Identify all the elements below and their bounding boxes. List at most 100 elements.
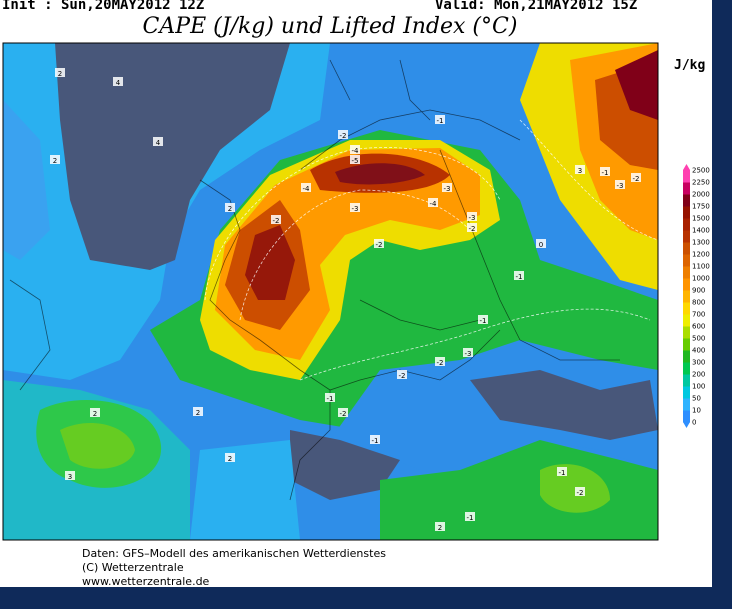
- li-contours: [204, 119, 658, 381]
- contour-label-bg: [514, 271, 524, 280]
- contour-label-bg: [350, 145, 360, 154]
- contour-label-bg: [338, 408, 348, 417]
- colorbar-label: 2250: [692, 179, 710, 187]
- colorbar-segment: [683, 194, 690, 207]
- contour-label: -3: [444, 185, 451, 193]
- colorbar-segment: [683, 362, 690, 375]
- contour-label-bg: [374, 239, 384, 248]
- colorbar-segment: [683, 266, 690, 279]
- contour-label-bg: [271, 215, 281, 224]
- footer-source: Daten: GFS–Modell des amerikanischen Wet…: [82, 547, 386, 560]
- contour-label: -4: [352, 147, 360, 155]
- colorbar-label: 2000: [692, 191, 710, 199]
- init-time: Init : Sun,20MAY2012 12Z: [2, 0, 205, 13]
- contour-label: 2: [53, 157, 57, 165]
- contour-label-bg: [478, 315, 488, 324]
- colorbar-segment: [683, 302, 690, 315]
- contour-label-bg: [301, 183, 311, 192]
- contour-label-bg: [50, 155, 60, 164]
- colorbar-label: 200: [692, 371, 705, 379]
- colorbar-segment: [683, 410, 690, 423]
- contour-label: -2: [437, 359, 444, 367]
- contour-label: -3: [617, 182, 624, 190]
- colorbar-label: 0: [692, 419, 696, 427]
- colorbar-segment: [683, 170, 690, 183]
- contour-label: 2: [93, 410, 97, 418]
- colorbar-segment: [683, 218, 690, 231]
- contour-label: -3: [469, 214, 476, 222]
- colorbar-segment: [683, 326, 690, 339]
- colorbar-segment: [683, 230, 690, 243]
- contour-labels: 2 4 4 2 2 -2 -4 -5 -4 -3 -2 -1 -3 -2 -4 -3 -2 -1 0 -1 -2 -3 -2…: [50, 68, 641, 532]
- contour-label-bg: [465, 512, 475, 521]
- colorbar-label: 400: [692, 347, 705, 355]
- contour-label-bg: [350, 203, 360, 212]
- contour-label-bg: [55, 68, 65, 77]
- contour-label: -2: [273, 217, 280, 225]
- contour-label: 4: [116, 79, 121, 87]
- contour-label: 3: [68, 473, 72, 481]
- contour-label-bg: [428, 198, 438, 207]
- colorbar-label: 1000: [692, 275, 710, 283]
- contour-label-bg: [435, 115, 445, 124]
- colorbar-label: 1750: [692, 203, 710, 211]
- contour-label-bg: [397, 370, 407, 379]
- frame-band: [712, 0, 732, 609]
- contour-label-bg: [90, 408, 100, 417]
- contour-label: -3: [465, 350, 472, 358]
- contour-label-bg: [442, 183, 452, 192]
- contour-label-bg: [225, 203, 235, 212]
- colorbar-label: 10: [692, 407, 701, 415]
- contour-label-bg: [113, 77, 123, 86]
- map-frame: [2, 42, 659, 541]
- contour-label: -5: [352, 157, 359, 165]
- colorbar-segment: [683, 338, 690, 351]
- contour-label: -2: [340, 410, 347, 418]
- colorbar-label: 600: [692, 323, 705, 331]
- colorbar-label: 100: [692, 383, 705, 391]
- contour-label: 4: [156, 139, 161, 147]
- colorbar-label: 700: [692, 311, 705, 319]
- frame-band: [0, 587, 732, 609]
- colorbar-segment: [683, 386, 690, 399]
- contour-label: 2: [196, 409, 200, 417]
- footer-url: www.wetterzentrale.de: [82, 575, 210, 588]
- contour-label-bg: [370, 435, 380, 444]
- contour-label: -1: [437, 117, 444, 125]
- colorbar-segment: [683, 206, 690, 219]
- contour-label: -2: [469, 225, 476, 233]
- contour-label-bg: [631, 173, 641, 182]
- colorbar-label: 900: [692, 287, 705, 295]
- contour-label: -4: [430, 200, 438, 208]
- colorbar-label: 1500: [692, 215, 710, 223]
- contour-label-bg: [338, 130, 348, 139]
- colorbar-label: 1400: [692, 227, 710, 235]
- borders: [9, 59, 620, 501]
- colorbar-tip: [683, 422, 690, 428]
- colorbar-segment: [683, 242, 690, 255]
- contour-label: -1: [467, 514, 474, 522]
- contour-label: 2: [438, 524, 442, 532]
- map-title: CAPE (J/kg) und Lifted Index (°C): [142, 14, 518, 39]
- contour-label-bg: [435, 357, 445, 366]
- contour-label-bg: [615, 180, 625, 189]
- contour-label: -2: [399, 372, 406, 380]
- colorbar-label: 2500: [692, 167, 710, 175]
- colorbar-label: 500: [692, 335, 705, 343]
- contour-label-bg: [350, 155, 360, 164]
- contour-label-bg: [463, 348, 473, 357]
- colorbar-segment: [683, 254, 690, 267]
- contour-label-bg: [467, 223, 477, 232]
- contour-label: -1: [327, 395, 334, 403]
- colorbar-label: 800: [692, 299, 705, 307]
- contour-label-bg: [557, 467, 567, 476]
- colorbar-segment: [683, 278, 690, 291]
- colorbar-label: 1300: [692, 239, 710, 247]
- colorbar-segment: [683, 290, 690, 303]
- contour-label-bg: [575, 487, 585, 496]
- contour-label: 2: [58, 70, 62, 78]
- contour-label: 2: [228, 205, 232, 213]
- colorbar-label: 1100: [692, 263, 710, 271]
- contour-label: -2: [340, 132, 347, 140]
